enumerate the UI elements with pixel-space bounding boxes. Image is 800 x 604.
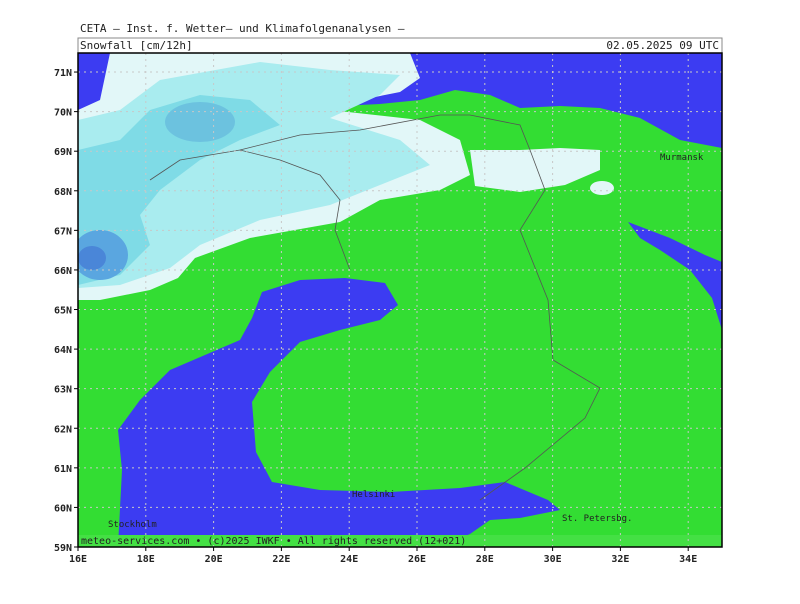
snow-heaviest (78, 246, 106, 270)
longitude-label: 22E (272, 554, 290, 565)
baltic-sea (118, 278, 560, 547)
latitude-label: 65N (54, 306, 72, 317)
latitude-label: 59N (54, 543, 72, 554)
longitude-label: 26E (408, 554, 426, 565)
valid-time: 02.05.2025 09 UTC (606, 39, 719, 52)
parameter-label: Snowfall [cm/12h] (80, 39, 193, 52)
latitude-label: 67N (54, 226, 72, 237)
longitude-label: 28E (476, 554, 494, 565)
place-label: St. Petersbg. (562, 514, 632, 524)
map-area (78, 53, 722, 547)
latitude-label: 70N (54, 108, 72, 119)
longitude-label: 34E (679, 554, 697, 565)
longitude-label: 24E (340, 554, 358, 565)
latitude-label: 61N (54, 464, 72, 475)
institute-header: CETA — Inst. f. Wetter— und Klimafolgena… (80, 22, 405, 35)
latitude-label: 69N (54, 147, 72, 158)
longitude-label: 32E (611, 554, 629, 565)
white-sea (628, 222, 722, 330)
snow-heavy (165, 102, 235, 142)
longitude-label: 30E (544, 554, 562, 565)
place-label: Helsinki (352, 490, 395, 500)
map-frame (77, 52, 723, 548)
graticule (78, 53, 722, 547)
place-label: Murmansk (660, 153, 704, 163)
latitude-label: 62N (54, 424, 72, 435)
snow-light (470, 148, 600, 192)
barents-sea (330, 53, 722, 148)
border-line (440, 114, 601, 501)
place-label: Stockholm (108, 520, 157, 530)
border-line (149, 149, 351, 271)
latitude-label: 66N (54, 266, 72, 277)
longitude-label: 20E (205, 554, 223, 565)
snow-light (590, 181, 614, 195)
footer-band (78, 535, 722, 547)
longitude-label: 16E (69, 554, 87, 565)
border-line (239, 114, 441, 151)
latitude-label: 60N (54, 503, 72, 514)
snow-heavier (78, 95, 280, 285)
latitude-label: 71N (54, 68, 72, 79)
latitude-label: 68N (54, 187, 72, 198)
longitude-label: 18E (137, 554, 155, 565)
footer-credit: meteo-services.com • (c)2025 IWKF • All … (81, 536, 466, 547)
latitude-label: 64N (54, 345, 72, 356)
latitude-label: 63N (54, 385, 72, 396)
